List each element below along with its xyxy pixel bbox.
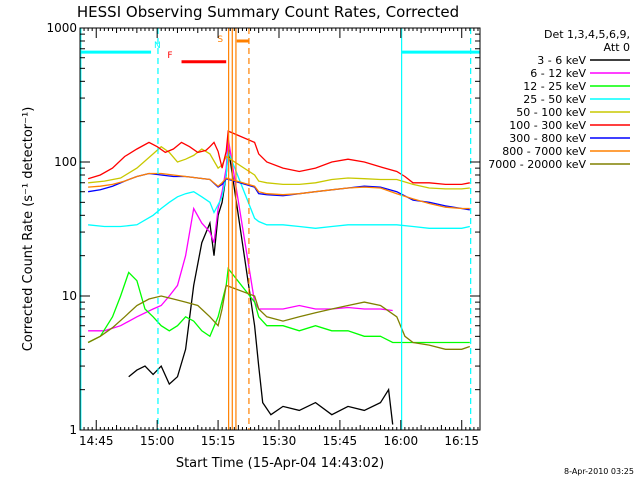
series-800-7000-kev-line <box>88 172 470 210</box>
series-7000-20000-kev-line <box>87 284 471 350</box>
marker-label-n: N <box>154 41 161 51</box>
legend-header-line1: Det 1,3,4,5,6,9, <box>544 28 630 41</box>
y-axis-label: Corrected Count Rate (s⁻¹ detector⁻¹) <box>21 107 36 352</box>
legend-header-line2: Att 0 <box>604 41 630 54</box>
x-tick-label: 15:00 <box>140 434 175 448</box>
timestamp: 8-Apr-2010 03:25 <box>564 467 634 476</box>
x-tick-label: 15:30 <box>262 434 297 448</box>
marker-label-f: F <box>167 51 172 61</box>
legend-label-300-800-kev: 300 - 800 keV <box>509 132 586 145</box>
x-tick-label: 14:45 <box>79 434 114 448</box>
x-tick-label: 16:15 <box>444 434 479 448</box>
y-tick-label: 100 <box>54 155 77 169</box>
series-50-100-kev-line <box>88 145 470 190</box>
legend-label-3-6-kev: 3 - 6 keV <box>537 54 586 67</box>
y-tick-label: 10 <box>62 289 77 303</box>
legend-label-25-50-kev: 25 - 50 keV <box>523 93 586 106</box>
x-tick-label: 15:45 <box>323 434 358 448</box>
y-tick-label: 1000 <box>46 21 77 35</box>
x-axis-label: Start Time (15-Apr-04 14:43:02) <box>176 456 384 471</box>
series-12-25-kev-line <box>87 266 470 344</box>
y-tick-label: 1 <box>69 423 77 437</box>
legend-label-7000-20000-kev: 7000 - 20000 keV <box>488 158 586 171</box>
x-tick-label: 16:00 <box>384 434 419 448</box>
legend-label-12-25-kev: 12 - 25 keV <box>523 80 586 93</box>
chart-title: HESSI Observing Summary Count Rates, Cor… <box>77 3 459 21</box>
legend-label-6-12-kev: 6 - 12 keV <box>530 67 586 80</box>
x-tick-label: 15:15 <box>201 434 236 448</box>
legend-label-100-300-kev: 100 - 300 keV <box>509 119 586 132</box>
legend-label-800-7000-kev: 800 - 7000 keV <box>502 145 586 158</box>
plot-frame <box>79 27 481 431</box>
series-100-300-kev-line <box>87 130 470 186</box>
marker-label-s: S <box>217 35 223 45</box>
legend-label-50-100-kev: 50 - 100 keV <box>516 106 586 119</box>
